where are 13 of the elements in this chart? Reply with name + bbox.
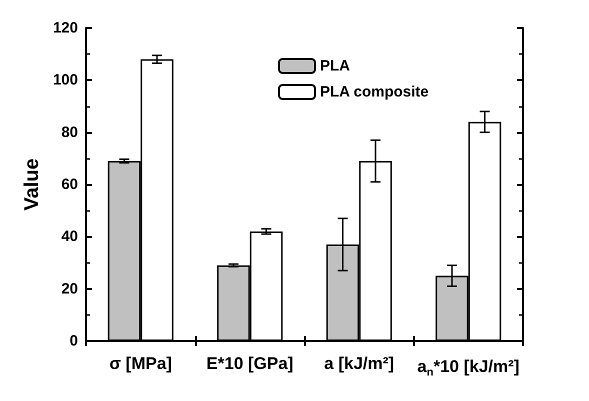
y-tick-label: 120: [52, 20, 78, 36]
y-tick-label: 80: [61, 124, 78, 141]
y-tick-label: 20: [61, 280, 78, 298]
y-axis-title: Value: [21, 158, 44, 211]
legend-label: PLA composite: [320, 84, 429, 100]
y-tick-label: 0: [70, 332, 78, 350]
x-tick-label: σ [MPa]: [109, 354, 172, 373]
y-tick-label: 100: [52, 72, 78, 89]
x-tick-label: a [kJ/m²]: [324, 354, 394, 373]
legend-label: PLA: [320, 58, 350, 74]
y-tick-label: 40: [61, 228, 78, 246]
x-tick-label: E*10 [GPa]: [206, 354, 294, 373]
y-tick-label: 60: [61, 176, 78, 193]
